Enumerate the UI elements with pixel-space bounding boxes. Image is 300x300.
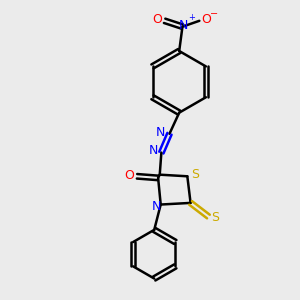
Text: −: − [210, 9, 218, 19]
Text: N: N [148, 145, 158, 158]
Text: N: N [156, 126, 165, 139]
Text: N: N [152, 200, 161, 213]
Text: O: O [202, 13, 212, 26]
Text: S: S [191, 167, 199, 181]
Text: N: N [178, 19, 188, 32]
Text: O: O [152, 13, 162, 26]
Text: +: + [188, 13, 195, 22]
Text: O: O [124, 169, 134, 182]
Text: S: S [212, 211, 220, 224]
